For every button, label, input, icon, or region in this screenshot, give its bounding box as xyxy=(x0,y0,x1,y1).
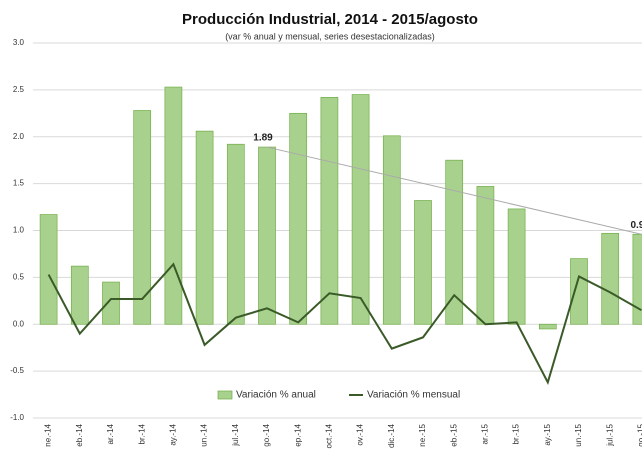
x-tick-label: un.-14 xyxy=(200,423,209,446)
x-tick-label: oct.-14 xyxy=(325,423,334,448)
y-tick-label: 2.5 xyxy=(13,85,25,94)
x-tick-label: go.-15 xyxy=(637,423,642,446)
data-label: 1.89 xyxy=(253,133,273,144)
y-tick-label: 0.5 xyxy=(13,272,25,281)
x-tick-label: br.-14 xyxy=(137,423,146,444)
x-tick-label: ne.-14 xyxy=(44,423,53,446)
x-tick-label: eb.-15 xyxy=(449,423,458,446)
bar xyxy=(102,281,120,325)
x-tick-label: eb.-14 xyxy=(75,423,84,446)
y-tick-label: 1.0 xyxy=(13,226,25,235)
x-tick-label: dic.-14 xyxy=(387,423,396,448)
bar xyxy=(445,159,464,325)
x-tick-label: br.-15 xyxy=(512,423,521,444)
x-tick-label: go.-14 xyxy=(262,423,271,446)
bar xyxy=(382,135,401,325)
bar xyxy=(320,97,339,325)
y-tick-label: -1.0 xyxy=(10,413,24,422)
y-tick-label: 0.0 xyxy=(13,319,25,328)
data-label: 0.9 xyxy=(630,220,642,231)
x-tick-label: jul.-14 xyxy=(231,423,240,446)
y-tick-label: 3.0 xyxy=(13,38,25,47)
bar xyxy=(414,200,432,325)
bar xyxy=(258,146,276,325)
bar xyxy=(476,186,495,325)
y-tick-label: 1.5 xyxy=(13,179,25,188)
chart-title: Producción Industrial, 2014 - 2015/agost… xyxy=(182,11,478,28)
x-tick-label: un.-15 xyxy=(574,423,583,446)
x-tick-label: jul.-15 xyxy=(605,423,614,446)
bar xyxy=(538,323,557,330)
chart-subtitle: (var % anual y mensual, series desestaci… xyxy=(225,31,435,41)
legend-label: Variación % anual xyxy=(236,390,316,401)
x-tick-label: ay.-14 xyxy=(169,423,178,445)
x-tick-label: ay.-15 xyxy=(543,423,552,445)
x-tick-label: ar.-15 xyxy=(481,423,490,444)
bar xyxy=(133,110,152,325)
x-tick-label: ov.-14 xyxy=(356,423,365,445)
line xyxy=(47,262,642,386)
y-tick-label: 2.0 xyxy=(13,132,25,141)
bar xyxy=(39,214,58,325)
trend-line xyxy=(266,146,642,235)
bar xyxy=(351,94,370,325)
legend-label: Variación % mensual xyxy=(367,390,460,401)
x-tick-label: ar.-14 xyxy=(106,423,115,444)
y-tick-label: -0.5 xyxy=(10,366,24,375)
bar xyxy=(70,265,89,325)
bar xyxy=(601,232,620,325)
bar xyxy=(226,143,245,325)
bar xyxy=(570,258,588,325)
legend-swatch xyxy=(217,390,233,400)
bar xyxy=(507,208,526,325)
x-tick-label: ne.-15 xyxy=(418,423,427,446)
bar xyxy=(195,130,214,325)
bar xyxy=(289,112,308,325)
bar xyxy=(164,86,183,325)
x-tick-label: ep.-14 xyxy=(293,423,302,446)
